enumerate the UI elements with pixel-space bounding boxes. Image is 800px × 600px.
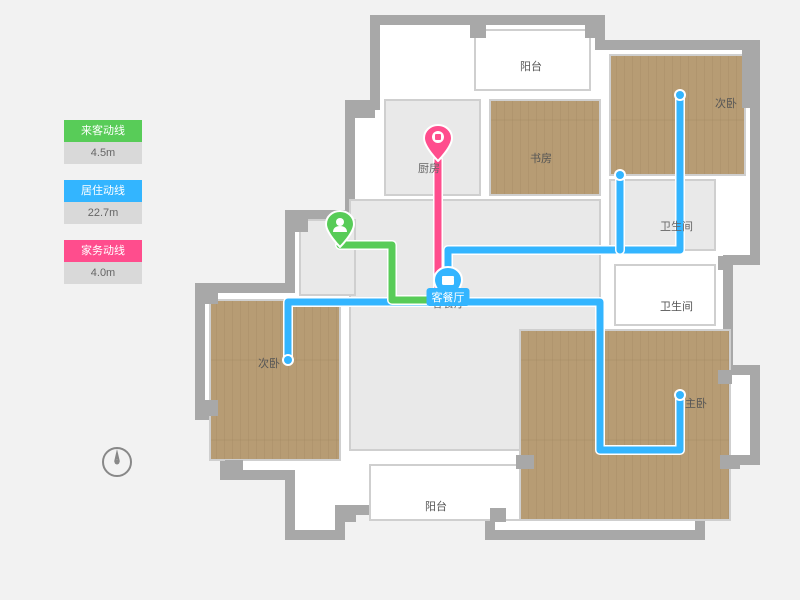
legend-value: 4.5m <box>64 142 142 164</box>
legend-value: 22.7m <box>64 202 142 224</box>
legend-item: 来客动线4.5m <box>64 120 142 164</box>
guest-marker-icon <box>325 210 355 248</box>
floorplan-canvas <box>0 0 800 600</box>
chore-marker-icon <box>423 124 453 162</box>
legend: 来客动线4.5m 居住动线22.7m 家务动线4.0m <box>64 120 142 300</box>
live-marker-icon <box>433 266 463 304</box>
compass <box>100 445 134 479</box>
legend-label: 居住动线 <box>64 180 142 202</box>
legend-item: 家务动线4.0m <box>64 240 142 284</box>
legend-item: 居住动线22.7m <box>64 180 142 224</box>
legend-label: 来客动线 <box>64 120 142 142</box>
legend-label: 家务动线 <box>64 240 142 262</box>
legend-value: 4.0m <box>64 262 142 284</box>
